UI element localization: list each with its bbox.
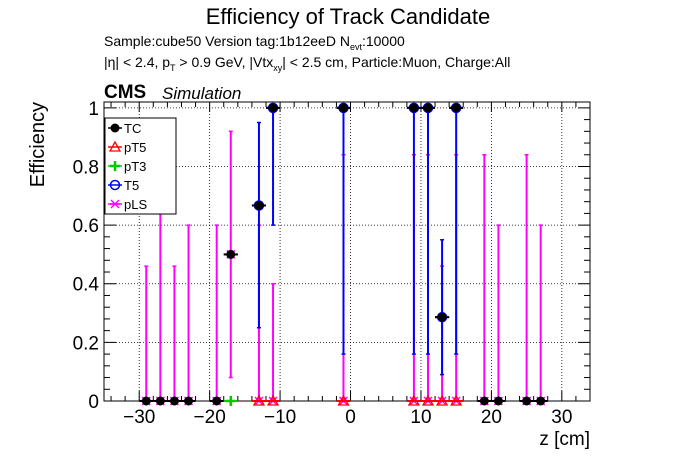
point-tc [338, 103, 348, 113]
point-tc [169, 396, 179, 406]
point-pt5 [421, 394, 435, 406]
y-tick-label: 1 [88, 99, 99, 120]
point-pt5 [450, 394, 463, 406]
legend-label-tc: TC [124, 121, 141, 136]
y-tick-label: 0 [88, 392, 99, 413]
x-tick-label: −10 [264, 407, 296, 428]
x-tick-label: −20 [194, 407, 226, 428]
point-tc [451, 103, 461, 113]
point-pt5 [252, 394, 266, 406]
legend-label-pt3: pT3 [124, 159, 146, 174]
x-axis-label: z [cm] [539, 429, 590, 450]
point-tc [155, 396, 165, 406]
selection-cuts: |η| < 2.4, pT > 0.9 GeV, |Vtxxy| < 2.5 c… [104, 54, 510, 73]
series-t5 [251, 106, 464, 376]
point-tc [141, 396, 151, 406]
sample-info: Sample:cube50 Version tag:1b12eeD Nevt:1… [104, 33, 405, 52]
point-tc [423, 103, 433, 113]
point-tc [184, 396, 194, 406]
point-tc [212, 396, 222, 406]
x-tick-label: 0 [345, 407, 356, 428]
point-tc [409, 103, 419, 113]
x-tick-label: 30 [551, 407, 572, 428]
legend-marker-pt5 [108, 140, 122, 152]
point-tc [479, 396, 489, 406]
x-tick-label: −30 [123, 407, 155, 428]
y-tick-label: 0.8 [73, 157, 99, 178]
sample-text: Sample:cube50 Version tag:1b12eeD N [104, 33, 350, 49]
legend-label-t5: T5 [124, 178, 139, 193]
y-tick-label: 0.4 [73, 275, 100, 296]
legend-marker-t5 [109, 179, 121, 191]
point-pt5 [407, 394, 421, 406]
y-axis-label: Efficiency [27, 102, 49, 187]
x-tick-label: 20 [481, 407, 502, 428]
point-tc [254, 200, 264, 210]
point-tc [268, 103, 278, 113]
plot-frame [103, 101, 591, 402]
sample-count: :10000 [361, 33, 405, 49]
point-pt5 [266, 394, 280, 406]
point-tc [226, 249, 236, 259]
cuts-part-a: |η| < 2.4, p [104, 54, 171, 70]
legend-label-pls: pLS [124, 197, 147, 212]
legend-marker-tc [110, 123, 120, 133]
simulation-label: Simulation [162, 84, 242, 103]
cms-label: CMS [104, 82, 147, 103]
point-tc [493, 396, 503, 406]
point-pt3 [225, 396, 236, 406]
point-pt5 [337, 394, 350, 406]
y-tick-label: 0.6 [73, 216, 99, 237]
point-tc [536, 396, 546, 406]
y-tick-label: 0.2 [73, 333, 99, 354]
x-tick-label: 10 [410, 407, 431, 428]
legend-marker-pt3 [110, 161, 120, 171]
legend-marker-pls [110, 199, 120, 209]
point-tc [437, 312, 447, 322]
cuts-sub-a: T [170, 62, 176, 73]
point-pt5 [435, 394, 449, 406]
cuts-part-b: > 0.9 GeV, |Vtx [175, 54, 274, 70]
point-tc [522, 396, 532, 406]
legend-label-pt5: pT5 [124, 140, 146, 155]
cuts-sub-b: xy [273, 62, 283, 73]
chart-title: Efficiency of Track Candidate [205, 4, 491, 29]
sample-subscript: evt [349, 41, 362, 52]
cuts-part-c: | < 2.5 cm, Particle:Muon, Charge:All [282, 54, 511, 70]
